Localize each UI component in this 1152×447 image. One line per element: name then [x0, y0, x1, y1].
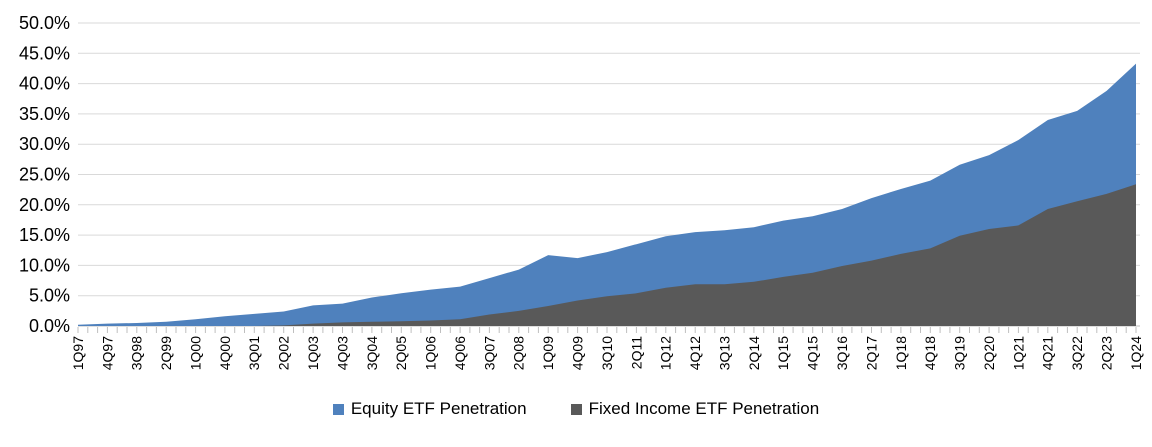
x-axis-tick-label: 1Q00 — [188, 336, 204, 370]
legend-swatch-fixed-income-icon — [570, 403, 582, 415]
x-axis-tick-label: 1Q03 — [305, 336, 321, 370]
x-axis-tick-label: 1Q09 — [540, 336, 556, 370]
x-axis-tick-label: 3Q07 — [481, 336, 497, 370]
x-axis-tick-label: 4Q97 — [99, 336, 115, 370]
x-axis-tick-label: 4Q06 — [452, 336, 468, 370]
x-axis-tick-label: 2Q02 — [276, 336, 292, 370]
x-axis-tick-label: 1Q18 — [893, 336, 909, 370]
legend-label-equity: Equity ETF Penetration — [350, 399, 527, 418]
x-axis-tick-label: 3Q13 — [717, 336, 733, 370]
x-axis-tick-label: 4Q18 — [922, 336, 938, 370]
x-axis-tick-label: 1Q06 — [423, 336, 439, 370]
x-axis-tick-label: 1Q24 — [1128, 336, 1144, 370]
equity-area-series — [78, 63, 1136, 326]
x-axis-tick-label: 2Q08 — [511, 336, 527, 370]
legend-item-fixed-income: Fixed Income ETF Penetration — [570, 399, 820, 419]
x-axis-tick-label: 4Q15 — [805, 336, 821, 370]
x-axis-tick-label: 2Q20 — [981, 336, 997, 370]
x-axis-tick-label: 2Q99 — [158, 336, 174, 370]
x-axis-tick-label: 2Q14 — [746, 336, 762, 370]
y-axis-tick-label: 15.0% — [19, 225, 70, 245]
y-axis-tick-label: 0.0% — [29, 316, 70, 336]
x-axis-tick-label: 2Q05 — [393, 336, 409, 370]
x-axis-tick-label: 4Q09 — [570, 336, 586, 370]
x-axis-tick-label: 4Q21 — [1040, 336, 1056, 370]
legend: Equity ETF Penetration Fixed Income ETF … — [0, 399, 1152, 419]
x-axis-tick-label: 4Q12 — [687, 336, 703, 370]
x-axis-tick-label: 4Q00 — [217, 336, 233, 370]
x-axis-tick-label: 2Q23 — [1099, 336, 1115, 370]
legend-swatch-equity-icon — [332, 403, 344, 415]
x-axis-tick-label: 3Q10 — [599, 336, 615, 370]
x-axis-tick-label: 3Q22 — [1069, 336, 1085, 370]
legend-item-equity: Equity ETF Penetration — [332, 399, 527, 419]
y-axis-tick-label: 30.0% — [19, 134, 70, 154]
x-axis-tick-label: 1Q15 — [775, 336, 791, 370]
x-axis-tick-label: 3Q01 — [246, 336, 262, 370]
legend-label-fixed-income: Fixed Income ETF Penetration — [588, 399, 820, 418]
x-axis-tick-label: 3Q98 — [129, 336, 145, 370]
x-axis-tick-label: 4Q03 — [334, 336, 350, 370]
x-axis-tick-label: 2Q11 — [628, 336, 644, 369]
x-axis-tick-label: 3Q04 — [364, 336, 380, 370]
y-axis-tick-label: 50.0% — [19, 13, 70, 33]
y-axis-tick-label: 45.0% — [19, 43, 70, 63]
x-axis-tick-label: 1Q97 — [70, 336, 86, 370]
y-axis-tick-label: 25.0% — [19, 165, 70, 185]
x-axis-tick-label: 2Q17 — [863, 336, 879, 370]
y-axis-tick-label: 5.0% — [29, 286, 70, 306]
x-axis-tick-label: 1Q12 — [658, 336, 674, 370]
y-axis-tick-label: 40.0% — [19, 74, 70, 94]
x-axis-tick-label: 3Q16 — [834, 336, 850, 370]
area-plot-canvas: 0.0% 5.0% 10.0% 15.0% 20.0% 25.0% 30.0% 35.0% 40… — [19, 13, 1144, 370]
y-axis-tick-label: 10.0% — [19, 255, 70, 275]
y-axis-tick-label: 20.0% — [19, 195, 70, 215]
x-axis-tick-label: 3Q19 — [952, 336, 968, 370]
y-axis-tick-label: 35.0% — [19, 104, 70, 124]
fixed-income-area-series — [78, 184, 1136, 326]
x-axis-tick-label: 1Q21 — [1010, 336, 1026, 370]
